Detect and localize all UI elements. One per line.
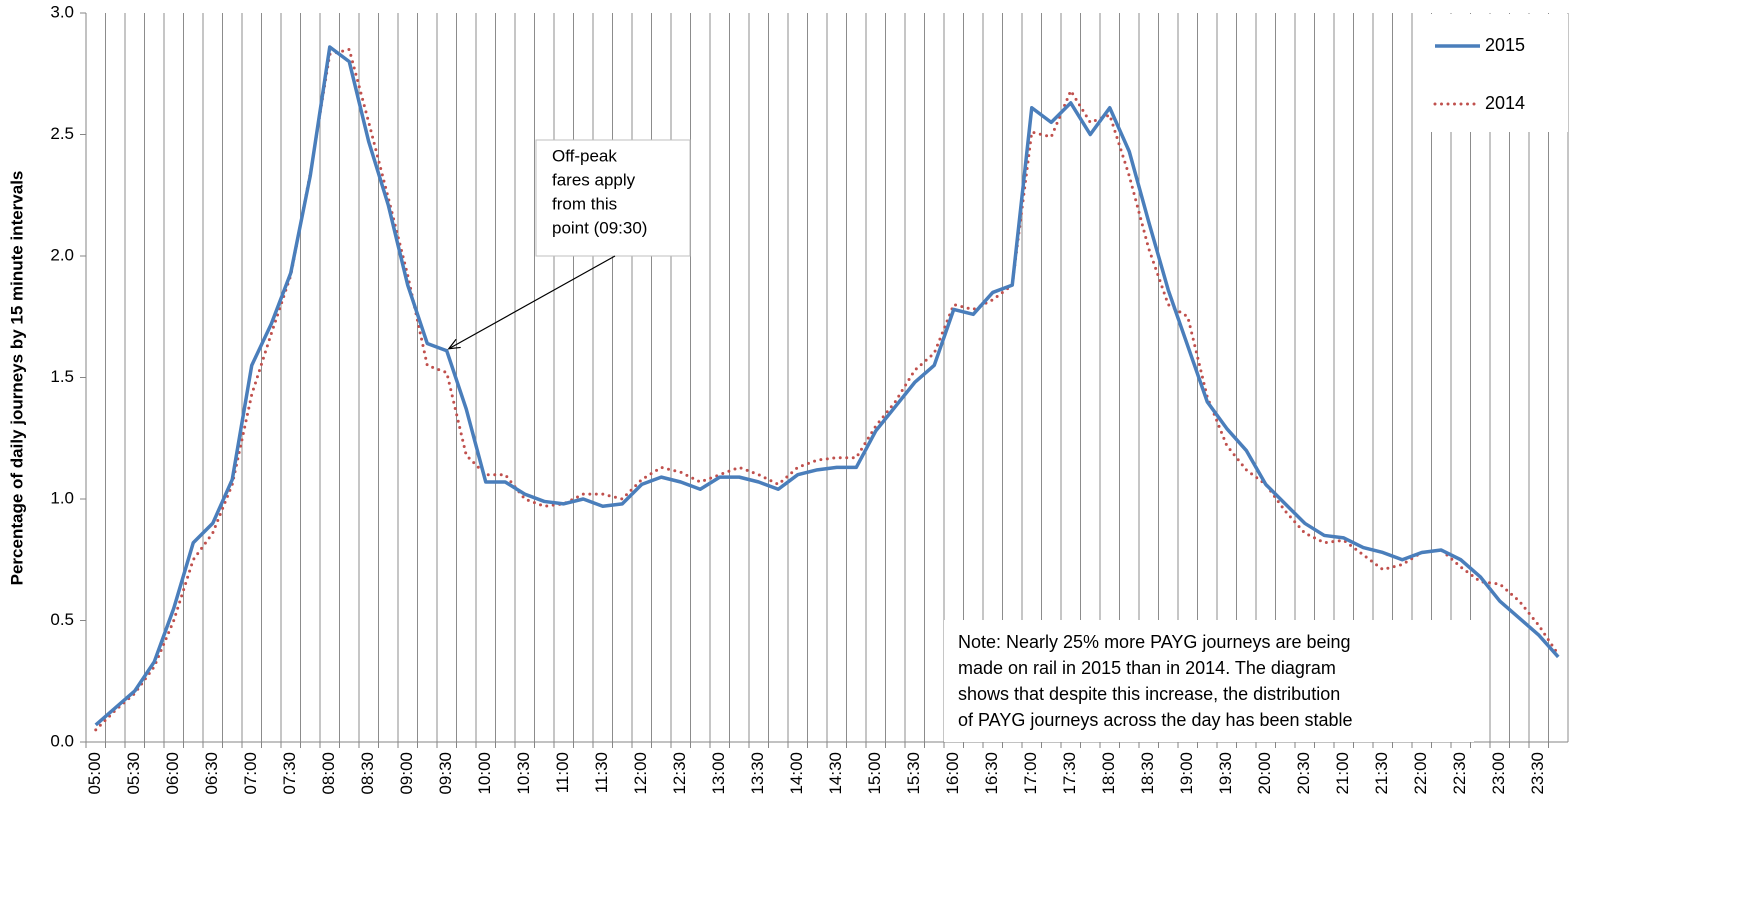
x-tick-label: 09:00 [397, 752, 416, 795]
x-tick-label: 21:00 [1333, 752, 1352, 795]
x-tick-label: 07:00 [241, 752, 260, 795]
note-box [944, 620, 1474, 742]
x-tick-label: 22:00 [1411, 752, 1430, 795]
callout-text: fares apply [552, 170, 636, 189]
y-tick-label: 0.0 [50, 731, 74, 750]
y-tick-label: 2.5 [50, 124, 74, 143]
x-tick-label: 11:00 [553, 752, 572, 793]
x-tick-label: 10:00 [475, 752, 494, 795]
x-tick-label: 10:30 [514, 752, 533, 795]
y-tick-label: 1.5 [50, 367, 74, 386]
note-text: Note: Nearly 25% more PAYG journeys are … [958, 632, 1351, 652]
x-tick-label: 17:00 [1021, 752, 1040, 795]
x-tick-label: 13:00 [709, 752, 728, 795]
y-tick-label: 1.0 [50, 488, 74, 507]
x-tick-label: 09:30 [436, 752, 455, 795]
legend-label: 2014 [1485, 93, 1525, 113]
y-tick-label: 3.0 [50, 2, 74, 21]
callout-text: Off-peak [552, 146, 617, 165]
y-axis-label: Percentage of daily journeys by 15 minut… [7, 171, 26, 586]
x-tick-label: 18:00 [1099, 752, 1118, 795]
x-tick-label: 15:30 [904, 752, 923, 795]
x-tick-label: 07:30 [280, 752, 299, 795]
x-tick-label: 06:30 [202, 752, 221, 795]
x-tick-label: 08:00 [319, 752, 338, 795]
callout-text: from this [552, 194, 617, 213]
x-tick-label: 14:30 [826, 752, 845, 795]
callout-arrow [448, 255, 616, 350]
x-tick-label: 15:00 [865, 752, 884, 795]
x-tick-label: 12:30 [670, 752, 689, 795]
callout-arrowhead [447, 338, 461, 350]
x-tick-label: 19:00 [1177, 752, 1196, 795]
x-tick-label: 19:30 [1216, 752, 1235, 795]
x-tick-label: 20:30 [1294, 752, 1313, 795]
x-tick-label: 05:30 [124, 752, 143, 795]
x-tick-label: 06:00 [163, 752, 182, 795]
x-tick-label: 08:30 [358, 752, 377, 795]
callout-text: point (09:30) [552, 218, 647, 237]
x-tick-label: 11:30 [592, 752, 611, 793]
x-tick-label: 23:30 [1528, 752, 1547, 795]
x-tick-label: 16:00 [943, 752, 962, 795]
series-line [94, 47, 1560, 732]
x-tick-label: 12:00 [631, 752, 650, 795]
note-text: made on rail in 2015 than in 2014. The d… [958, 658, 1336, 678]
x-tick-label: 14:00 [787, 752, 806, 795]
x-tick-label: 18:30 [1138, 752, 1157, 795]
x-tick-label: 05:00 [85, 752, 104, 795]
x-tick-label: 22:30 [1450, 752, 1469, 795]
y-tick-label: 0.5 [50, 610, 74, 629]
x-tick-label: 17:30 [1060, 752, 1079, 795]
x-tick-label: 13:30 [748, 752, 767, 795]
x-tick-label: 20:00 [1255, 752, 1274, 795]
y-tick-label: 2.0 [50, 245, 74, 264]
legend-label: 2015 [1485, 35, 1525, 55]
x-tick-label: 16:30 [982, 752, 1001, 795]
series-line [94, 45, 1560, 727]
x-tick-label: 21:30 [1372, 752, 1391, 795]
note-text: shows that despite this increase, the di… [958, 684, 1340, 704]
legend-box [1428, 14, 1568, 132]
note-text: of PAYG journeys across the day has been… [958, 710, 1353, 730]
x-tick-label: 23:00 [1489, 752, 1508, 795]
callout-box [535, 139, 691, 257]
